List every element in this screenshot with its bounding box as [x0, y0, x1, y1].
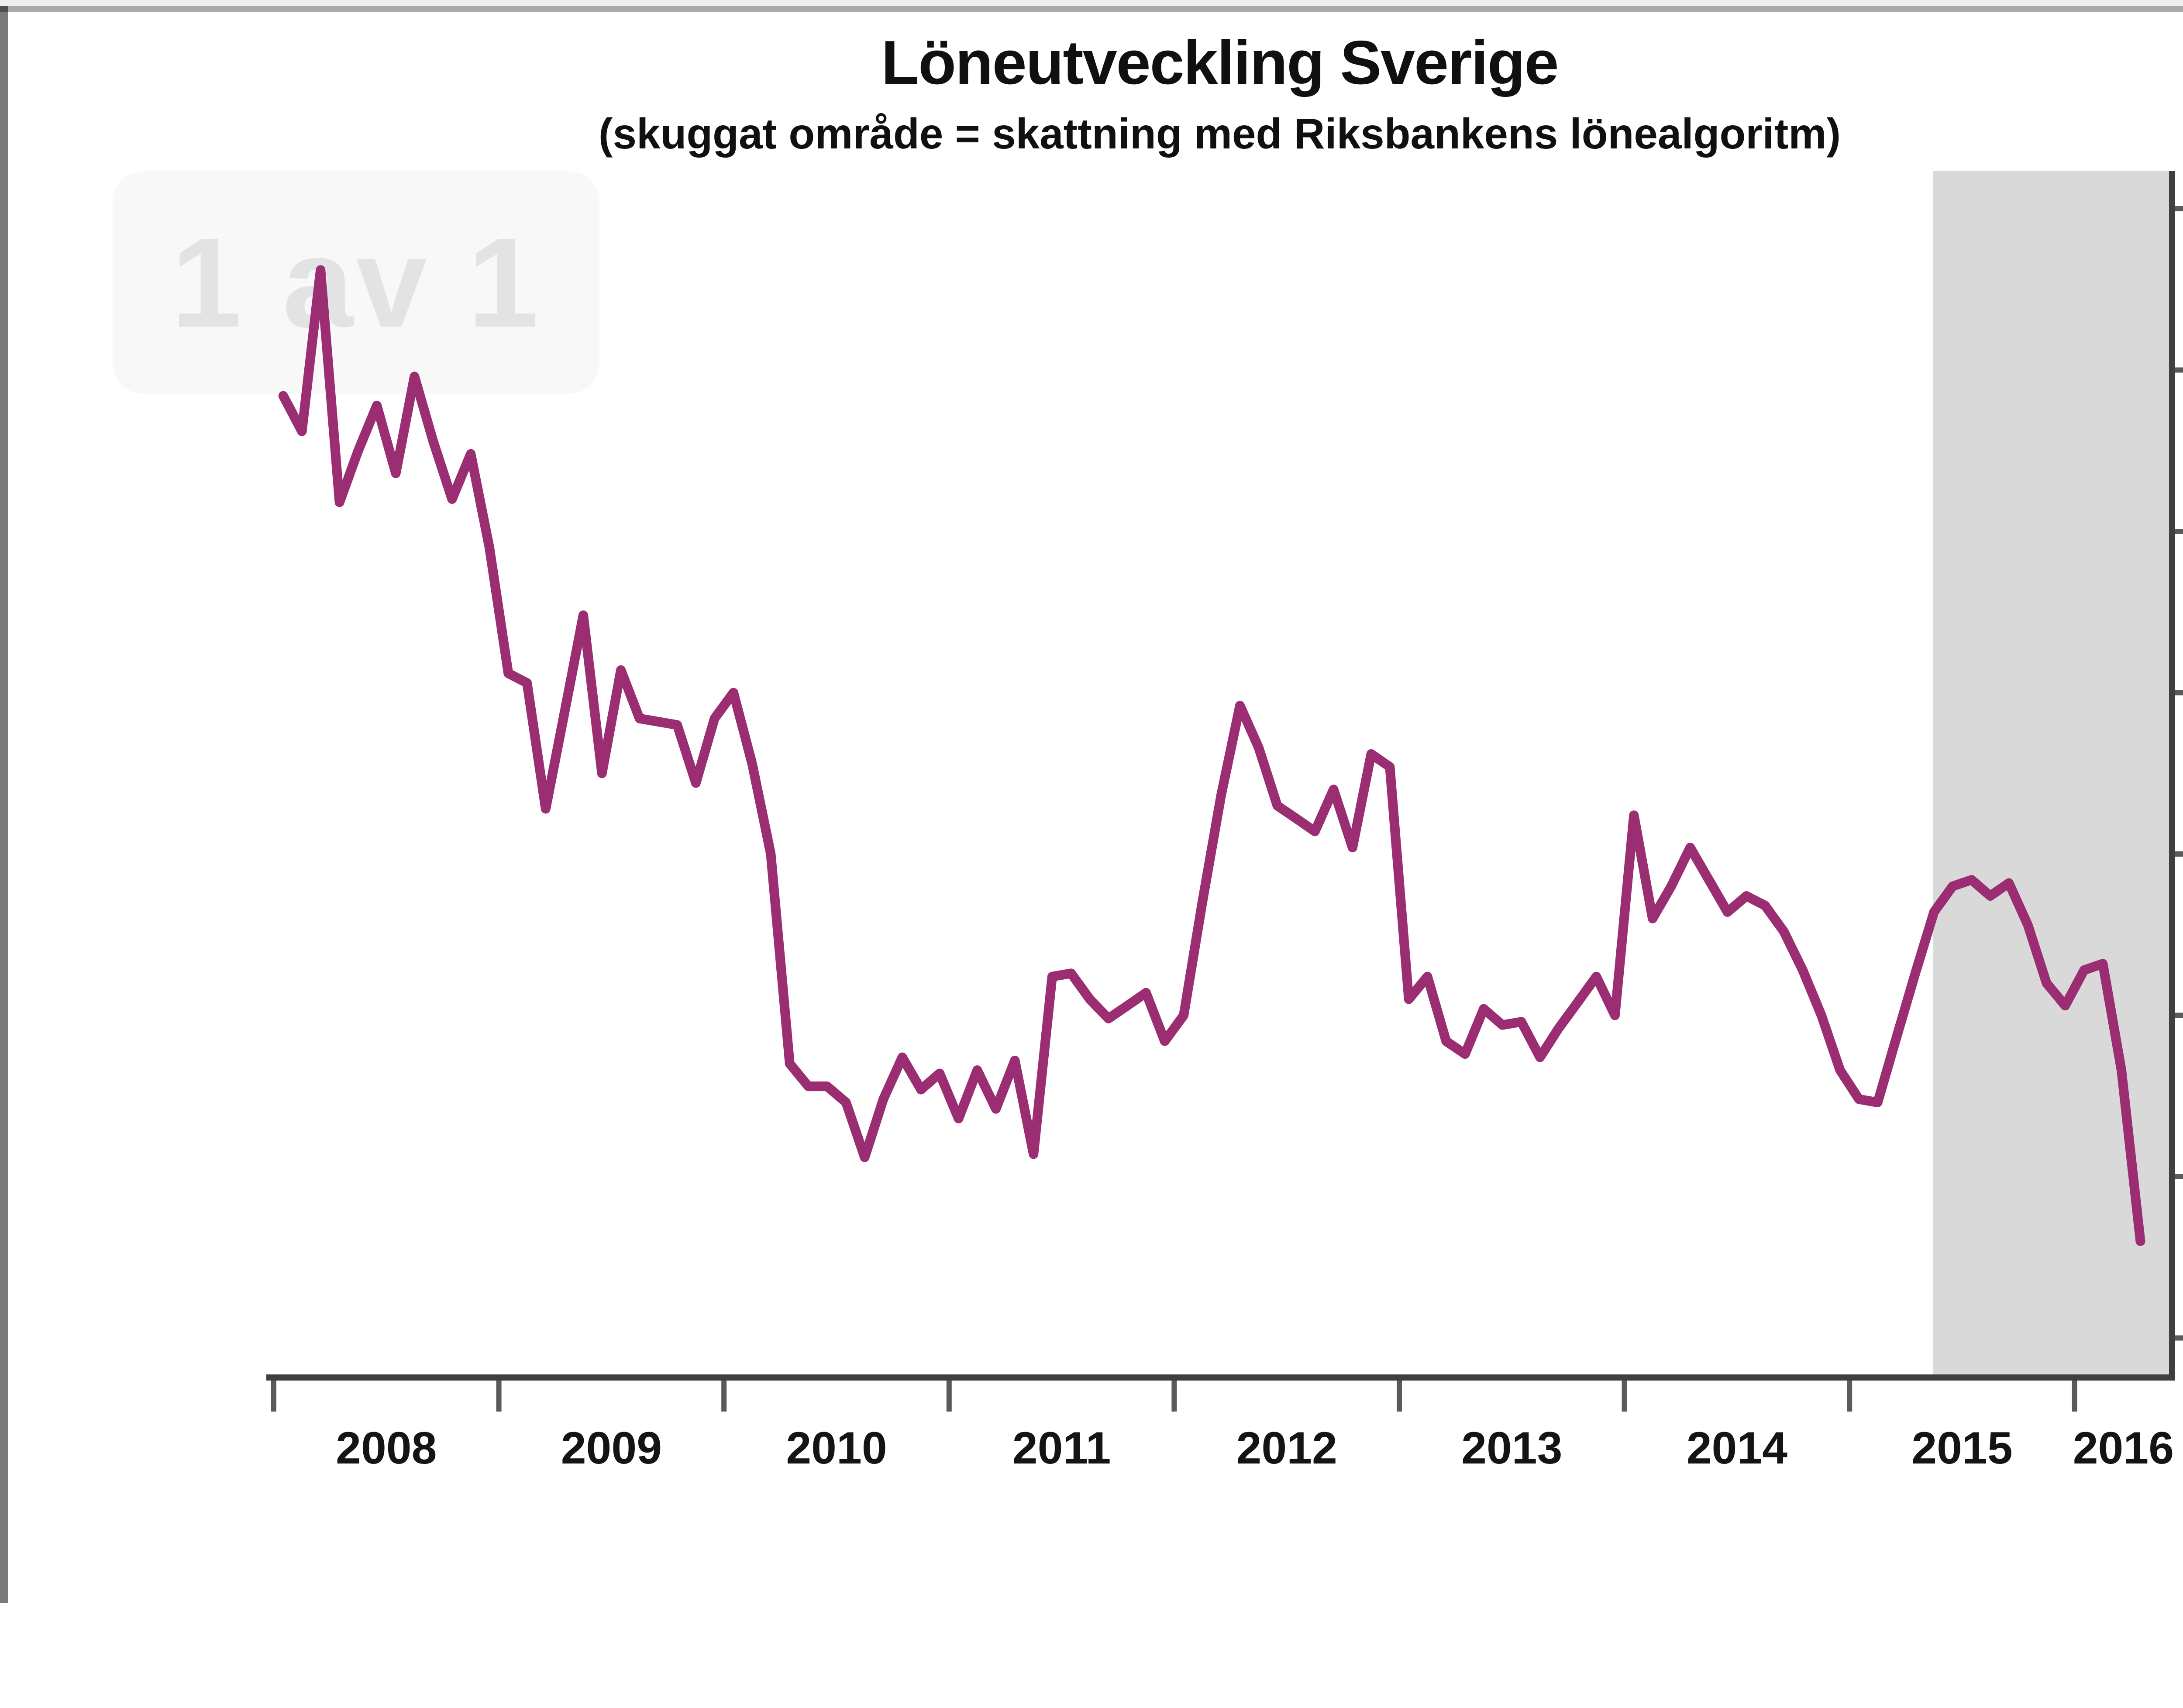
- chart-subtitle: (skuggat område = skattning med Riksbank…: [598, 110, 1841, 158]
- x-tick-label: 2013: [1461, 1423, 1562, 1474]
- window-top-strip: [0, 0, 2183, 6]
- x-tick-label: 2010: [786, 1423, 887, 1474]
- x-tick-label: 2015: [1911, 1423, 2012, 1474]
- x-tick-label: 2009: [561, 1423, 662, 1474]
- window-top-rule: [8, 6, 2183, 12]
- x-tick-label: 2012: [1236, 1423, 1337, 1474]
- watermark-text: 1 av 1: [171, 211, 541, 354]
- wage-growth-line: [278, 265, 2145, 1246]
- watermark-badge: 1 av 1: [113, 171, 599, 394]
- x-tick-label: 2016: [2073, 1423, 2174, 1474]
- window-left-bar: [0, 12, 8, 1603]
- chart-title: Löneutveckling Sverige: [881, 28, 1559, 97]
- x-tick-label: 2014: [1687, 1423, 1788, 1474]
- x-tick-label: 2008: [336, 1423, 437, 1474]
- window-corner-square: [0, 6, 8, 12]
- x-tick-label: 2011: [1012, 1423, 1111, 1474]
